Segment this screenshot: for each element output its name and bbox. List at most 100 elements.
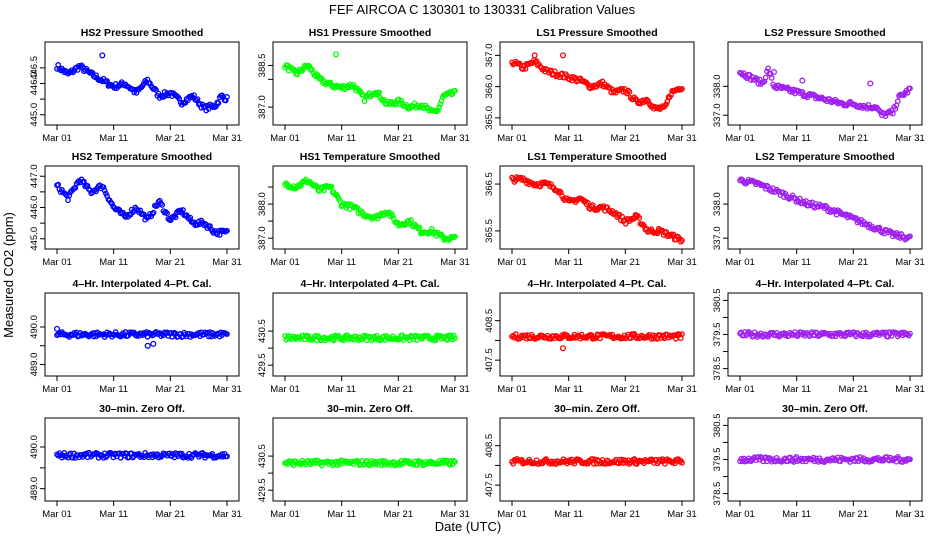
x-tick-label: Mar 01: [270, 257, 300, 268]
series-points: [282, 457, 458, 469]
x-tick-label: Mar 21: [839, 384, 869, 395]
data-point: [329, 336, 336, 343]
y-tick-label: 338.0: [712, 74, 723, 98]
data-point: [389, 212, 396, 219]
data-point: [589, 456, 596, 462]
y-tick-label: 407.5: [484, 473, 495, 497]
panel-title: 4–Hr. Interpolated 4–Pt. Cal.: [301, 278, 440, 290]
x-tick-label: Mar 21: [156, 257, 186, 268]
x-tick-label: Mar 01: [42, 257, 72, 268]
data-point: [679, 85, 685, 92]
data-point: [56, 186, 63, 193]
data-point: [298, 182, 304, 189]
x-tick-label: Mar 31: [212, 509, 242, 520]
outlier-point: [531, 52, 538, 59]
panel-2: HS1 Pressure Smoothed Mar 01 Mar 11 Mar 21 M…: [257, 27, 470, 144]
y-tick-label: 447.0: [29, 164, 40, 188]
y-tick-label: 490.0: [29, 435, 40, 459]
y-tick-label: 445.0: [29, 103, 40, 127]
data-point: [613, 456, 619, 463]
panel-7: LS1 Temperature Smoothed Mar 01 Mar 11 Mar …: [484, 151, 697, 268]
y-tick-label: 407.5: [484, 348, 495, 372]
data-point: [679, 459, 685, 466]
data-point: [382, 209, 389, 216]
data-point: [349, 203, 356, 210]
data-point: [151, 85, 158, 92]
data-point: [584, 199, 591, 206]
data-point: [754, 76, 760, 82]
data-point: [616, 334, 623, 341]
data-point: [432, 337, 439, 344]
data-point: [679, 331, 685, 337]
outlier-point: [332, 51, 340, 58]
data-point: [740, 70, 747, 76]
y-tick-label: 365.0: [484, 106, 495, 130]
data-point: [452, 233, 458, 240]
series-points: [509, 174, 685, 245]
x-tick-label: Mar 01: [725, 384, 755, 395]
data-point: [145, 213, 152, 220]
x-tick-label: Mar 31: [895, 257, 925, 268]
outlier-point: [559, 345, 567, 352]
panel-10: 4–Hr. Interpolated 4–Pt. Cal. Mar 01 Mar 1…: [257, 278, 470, 395]
data-point: [668, 231, 674, 238]
y-tick-label: 429.5: [257, 478, 268, 502]
data-point: [566, 197, 573, 204]
y-tick-label: 378.5: [712, 482, 723, 506]
x-tick-label: Mar 01: [725, 509, 755, 520]
data-point: [81, 178, 87, 185]
data-point: [768, 188, 775, 195]
series-points: [737, 454, 913, 465]
data-point: [522, 65, 529, 72]
data-point: [327, 79, 334, 86]
data-point: [207, 223, 213, 229]
y-tick-label: 408.5: [484, 309, 495, 333]
x-tick-label: Mar 31: [440, 257, 470, 268]
panel-9: 4–Hr. Interpolated 4–Pt. Cal. Mar 01 Mar 1…: [29, 278, 242, 395]
y-tick-label: 379.5: [712, 448, 723, 472]
x-tick-label: Mar 01: [497, 133, 527, 144]
x-tick-label: Mar 01: [42, 133, 72, 144]
panel-3: LS1 Pressure Smoothed Mar 01 Mar 11 Mar 21 M…: [484, 27, 697, 144]
x-tick-label: Mar 01: [42, 384, 72, 395]
x-tick-label: Mar 01: [270, 509, 300, 520]
series-points: [737, 176, 913, 243]
y-tick-label: 430.5: [257, 444, 268, 468]
data-point: [331, 337, 337, 344]
data-point: [150, 209, 157, 216]
data-point: [328, 183, 335, 190]
data-point: [768, 75, 775, 81]
data-point: [147, 80, 153, 86]
data-point: [416, 224, 423, 231]
data-point: [104, 78, 110, 84]
x-tick-label: Mar 01: [725, 133, 755, 144]
data-point: [376, 89, 383, 96]
panel-13: 30–min. Zero Off. Mar 01 Mar 11 Mar 21 Mar 3…: [29, 403, 242, 520]
figure-title: FEF AIRCOA C 130301 to 130331 Calibratio…: [329, 2, 636, 17]
x-tick-label: Mar 21: [384, 384, 414, 395]
data-point: [111, 331, 118, 338]
data-point: [101, 187, 108, 194]
data-point: [636, 215, 643, 221]
series-points: [282, 51, 458, 115]
data-point: [185, 215, 191, 221]
x-tick-label: Mar 21: [156, 133, 186, 144]
data-point: [164, 210, 170, 217]
data-point: [907, 456, 913, 463]
x-tick-label: Mar 21: [384, 257, 414, 268]
x-tick-label: Mar 21: [839, 509, 869, 520]
data-point: [350, 81, 357, 88]
data-point: [309, 66, 315, 73]
data-point: [403, 101, 409, 108]
y-tick-label: 338.0: [712, 192, 723, 216]
panel-title: HS2 Pressure Smoothed: [81, 27, 204, 39]
y-tick-label: 445.0: [29, 227, 40, 251]
data-point: [444, 457, 451, 464]
plot-frame: [272, 165, 468, 250]
data-point: [907, 330, 913, 337]
y-tick-label: 430.5: [257, 319, 268, 343]
data-point: [361, 98, 368, 105]
series-points: [54, 52, 230, 114]
data-point: [159, 202, 166, 208]
y-tick-label: 366.0: [484, 75, 495, 99]
